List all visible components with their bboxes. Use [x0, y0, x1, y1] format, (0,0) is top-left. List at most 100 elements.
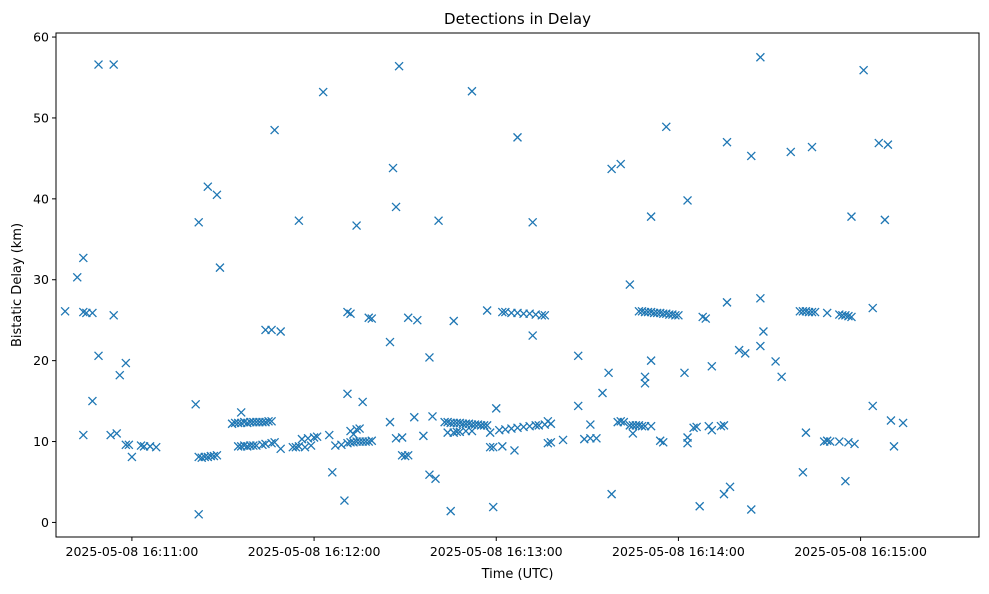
data-point: [191, 399, 201, 409]
data-point: [646, 356, 656, 366]
data-point: [719, 420, 729, 430]
data-point: [680, 368, 689, 378]
data-point: [886, 416, 896, 425]
data-point: [658, 437, 668, 447]
data-point: [834, 437, 844, 446]
data-point: [628, 428, 638, 438]
data-point: [324, 430, 334, 440]
data-point: [491, 403, 501, 413]
data-point: [510, 445, 519, 455]
data-point: [874, 138, 884, 148]
data-point: [598, 388, 607, 398]
data-point: [619, 417, 629, 427]
data-point: [637, 421, 647, 431]
y-tick-label: 60: [33, 30, 49, 45]
data-point: [889, 441, 899, 451]
data-point: [497, 441, 507, 451]
data-point: [777, 372, 787, 382]
data-point: [531, 420, 541, 430]
data-point: [868, 401, 878, 411]
y-tick-label: 40: [33, 191, 49, 206]
y-tick-label: 50: [33, 110, 49, 125]
data-point: [850, 439, 859, 449]
data-point: [94, 60, 103, 70]
data-point: [625, 280, 635, 290]
data-point: [689, 423, 699, 433]
data-point: [755, 341, 765, 351]
data-point: [403, 450, 413, 460]
data-point: [543, 438, 553, 448]
data-point: [294, 216, 304, 226]
data-point: [72, 272, 82, 282]
data-point: [822, 436, 832, 446]
data-point: [640, 378, 650, 388]
data-point: [616, 416, 626, 426]
data-point: [573, 401, 583, 411]
data-point: [843, 311, 853, 321]
data-point: [771, 356, 781, 366]
data-point: [431, 474, 440, 484]
data-point: [479, 420, 489, 430]
data-point: [327, 467, 337, 477]
data-point: [87, 396, 97, 406]
y-tick-label: 30: [33, 272, 49, 287]
data-point: [397, 433, 407, 442]
data-point: [755, 293, 765, 303]
data-point: [267, 416, 277, 426]
data-point: [883, 140, 893, 150]
data-point: [670, 310, 680, 320]
data-point: [267, 325, 277, 335]
data-point: [722, 137, 732, 147]
data-point: [367, 314, 377, 324]
data-point: [346, 309, 355, 319]
data-point: [707, 425, 717, 435]
data-point: [755, 52, 765, 62]
x-tick-label: 2025-05-08 16:12:00: [248, 544, 381, 559]
data-point: [573, 351, 583, 361]
data-point: [78, 253, 88, 263]
data-point: [267, 438, 277, 448]
data-point: [424, 470, 434, 480]
data-point: [276, 327, 286, 336]
data-point: [810, 307, 820, 317]
data-point: [276, 444, 286, 454]
data-point: [78, 307, 88, 317]
data-point: [528, 217, 538, 227]
data-point: [807, 307, 817, 317]
data-point: [121, 358, 131, 368]
data-point: [60, 306, 70, 316]
data-point: [528, 331, 538, 341]
data-point: [78, 430, 88, 440]
plot-frame: [55, 32, 980, 538]
data-point: [725, 482, 735, 492]
data-point: [716, 421, 726, 431]
data-point: [807, 142, 817, 152]
data-point: [309, 433, 319, 442]
data-point: [488, 502, 498, 512]
data-point: [194, 217, 204, 227]
data-point: [424, 352, 434, 362]
x-tick-label: 2025-05-08 16:11:00: [66, 544, 199, 559]
data-point: [604, 368, 614, 378]
data-point: [352, 424, 362, 434]
data-point: [364, 313, 374, 323]
data-point: [209, 451, 219, 461]
data-point: [124, 440, 134, 450]
data-point: [115, 370, 125, 380]
data-point: [385, 417, 395, 427]
data-point: [385, 337, 395, 347]
data-point: [497, 307, 507, 317]
data-point: [758, 327, 768, 336]
data-point: [151, 442, 161, 452]
data-point: [695, 501, 705, 511]
data-point: [121, 440, 131, 450]
data-point: [428, 412, 437, 421]
data-point: [513, 132, 522, 142]
data-point: [880, 215, 890, 225]
y-tick-label: 10: [33, 434, 49, 449]
data-point: [367, 436, 377, 446]
data-point: [798, 467, 808, 477]
data-point: [467, 426, 477, 436]
data-point: [558, 435, 568, 445]
